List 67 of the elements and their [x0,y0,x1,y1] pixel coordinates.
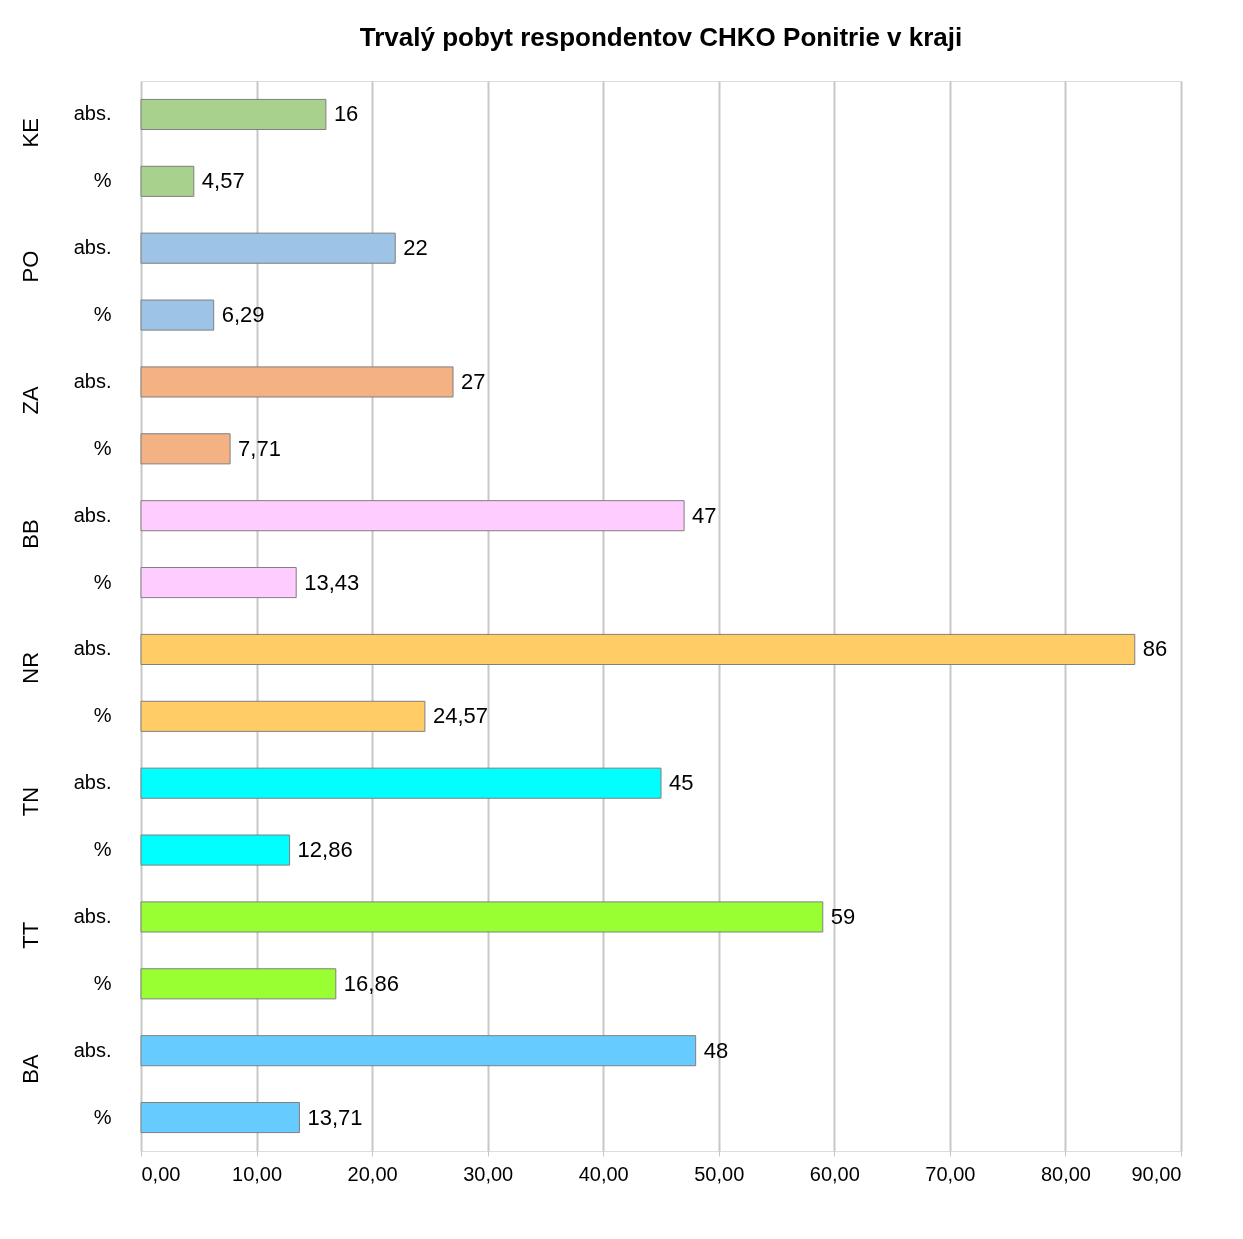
x-tick-label: 40,00 [578,1162,629,1185]
data-label: 4,57 [201,168,245,194]
y-tick-label: % [93,838,112,861]
y-tick-label: % [93,704,112,727]
x-tick-label: 30,00 [463,1162,514,1185]
x-tick-label: 50,00 [694,1162,745,1185]
data-label: 45 [669,770,694,796]
bar [140,633,1136,665]
x-tick-label: 60,00 [809,1162,860,1185]
data-label: 86 [1142,636,1168,662]
data-label: 7,71 [238,435,281,461]
y-tick-label: abs. [73,236,112,259]
bar [140,98,327,130]
x-tick-label: 80,00 [1040,1162,1091,1185]
data-label: 16 [333,101,359,127]
bar [140,1102,300,1134]
bar [140,500,685,532]
x-tick-label: 0,00 [141,1162,181,1185]
bar [140,366,454,398]
bar [140,767,662,799]
x-tick-label: 70,00 [925,1162,976,1185]
text: BA [18,1054,43,1084]
y-tick-label: % [93,1105,112,1128]
data-label: 13,43 [304,569,360,595]
bar [140,700,426,732]
y-tick-label: % [93,971,112,994]
bar [140,1035,697,1067]
bar [140,567,297,599]
text: TN [18,786,43,817]
data-label: 27 [461,368,486,394]
bar [140,165,195,197]
data-label: 48 [703,1037,729,1063]
y-tick-label: abs. [73,904,112,927]
data-label: 59 [830,903,856,929]
y-tick-label: abs. [73,102,112,125]
text: NR [18,651,43,684]
bar [140,834,291,866]
text: KE [18,118,43,148]
data-label: 22 [403,235,428,261]
y-tick-label: abs. [73,369,112,392]
bar [140,968,337,1000]
data-label: 13,71 [307,1104,363,1130]
data-label: 16,86 [343,970,399,996]
bar [140,901,824,933]
x-tick-label: 20,00 [347,1162,398,1185]
chart-title: Trvalý pobyt respondentov CHKO Ponitrie v kraji [359,22,963,52]
y-tick-label: abs. [73,503,112,526]
y-tick-label: % [93,436,112,459]
text: ZA [18,385,43,415]
data-label: 24,57 [432,703,488,729]
text: BB [18,519,43,549]
y-tick-label: % [93,303,112,326]
data-label: 6,29 [221,302,265,328]
bar [140,433,231,465]
x-tick-label: 10,00 [232,1162,283,1185]
bar [140,299,215,331]
data-label: 47 [692,502,717,528]
text: TT [18,921,43,949]
x-tick-label: 90,00 [1131,1162,1182,1185]
y-tick-label: abs. [73,771,112,794]
y-tick-label: abs. [73,637,112,660]
y-tick-label: % [93,570,112,593]
y-tick-label: % [93,169,112,192]
bar [140,232,396,264]
text: PO [18,250,43,283]
y-tick-label: abs. [73,1038,112,1061]
data-label: 12,86 [297,837,353,863]
